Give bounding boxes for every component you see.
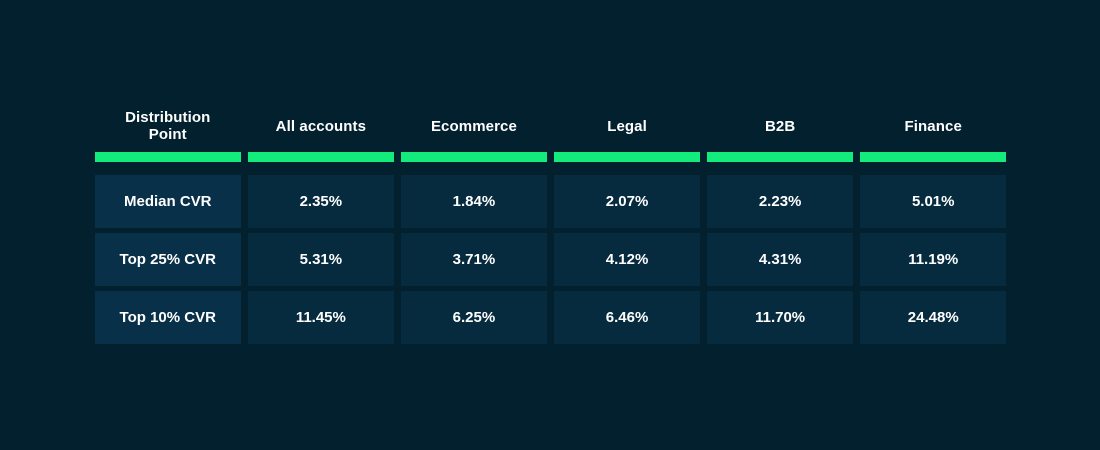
header-accent-bar	[95, 152, 241, 162]
header-distribution-point: Distribution Point	[125, 109, 211, 143]
table-cell: 2.35%	[248, 175, 394, 228]
header-accent-bar	[401, 152, 547, 162]
table-cell: 6.25%	[401, 291, 547, 344]
table-cell: 1.84%	[401, 175, 547, 228]
row-label: Median CVR	[95, 175, 241, 228]
table-cell: 5.31%	[248, 233, 394, 286]
header-accent-bar	[860, 152, 1006, 162]
cvr-table: Distribution Point All accounts Ecommerce L…	[95, 105, 1006, 344]
header-spacer	[707, 162, 853, 175]
column-header: Legal	[607, 117, 647, 135]
header-spacer	[401, 162, 547, 175]
table-cell: 11.45%	[248, 291, 394, 344]
column-header: All accounts	[275, 117, 367, 135]
column-header: Finance	[904, 117, 962, 135]
header-spacer	[95, 162, 241, 175]
header-accent-bar	[248, 152, 394, 162]
header-accent-bar	[707, 152, 853, 162]
header-spacer	[860, 162, 1006, 175]
table-cell: 11.70%	[707, 291, 853, 344]
table-cell: 4.31%	[707, 233, 853, 286]
table-cell: 2.23%	[707, 175, 853, 228]
column-header: B2B	[764, 117, 796, 135]
column-header: Ecommerce	[430, 117, 517, 135]
table-cell: 2.07%	[554, 175, 700, 228]
table-cell: 3.71%	[401, 233, 547, 286]
header-spacer	[248, 162, 394, 175]
table-cell: 24.48%	[860, 291, 1006, 344]
row-label: Top 25% CVR	[95, 233, 241, 286]
table-cell: 4.12%	[554, 233, 700, 286]
row-label: Top 10% CVR	[95, 291, 241, 344]
table-cell: 5.01%	[860, 175, 1006, 228]
header-accent-bar	[554, 152, 700, 162]
table-cell: 11.19%	[860, 233, 1006, 286]
table-cell: 6.46%	[554, 291, 700, 344]
header-spacer	[554, 162, 700, 175]
